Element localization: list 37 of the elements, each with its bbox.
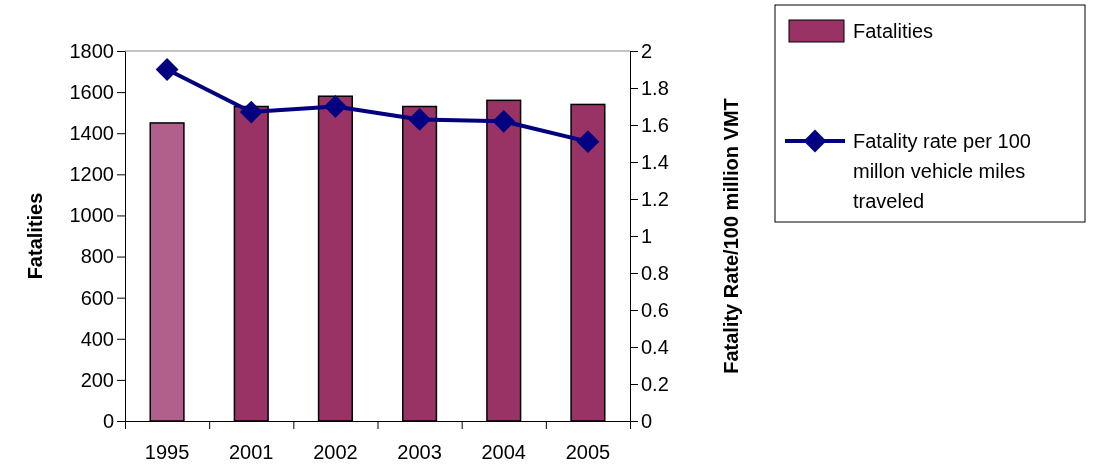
- y2-tick-label: 1.6: [641, 113, 669, 136]
- point: [576, 130, 600, 154]
- y2-tick-label: 1: [641, 224, 653, 247]
- y-tick-label: 0: [102, 409, 114, 432]
- y-tick-label: 1600: [69, 81, 114, 104]
- point: [408, 108, 431, 131]
- y-tick-label: 400: [80, 327, 114, 350]
- y-tick-label: 800: [80, 245, 114, 268]
- y2-tick-label: 0.6: [641, 298, 669, 321]
- y2-tick-label: 2: [641, 39, 653, 62]
- x-tick-label: 2005: [565, 441, 611, 463]
- x-tick-label: 2003: [397, 441, 442, 463]
- y-tick-label: 1800: [69, 39, 114, 62]
- y-tick-label: 1400: [69, 122, 114, 145]
- x-tick-label: 1995: [144, 441, 190, 463]
- y-tick-label: 1200: [69, 163, 114, 186]
- y2-tick-label: 1.4: [641, 150, 669, 173]
- y2-tick-label: 0.8: [641, 261, 669, 284]
- point: [492, 109, 516, 133]
- point: [239, 100, 263, 124]
- y2-tick-label: 0.2: [641, 372, 669, 395]
- point: [155, 58, 179, 81]
- y2-tick-label: 1.8: [641, 76, 669, 99]
- x-tick-label: 2001: [229, 441, 274, 463]
- point: [324, 95, 347, 118]
- y2-tick-label: 0: [641, 409, 653, 432]
- x-tick-label: 2002: [313, 441, 358, 463]
- legend-label: Fatality rate per 100 millon vehicle miles traveled: [853, 130, 1031, 212]
- y-axis-title: Fatalities: [24, 192, 46, 280]
- y-tick-label: 1000: [69, 204, 114, 227]
- y2-tick-label: 0.4: [641, 335, 669, 358]
- y2-axis-title: Fatality Rate/100 million VMT: [720, 98, 742, 374]
- y2-tick-label: 1.2: [641, 187, 669, 210]
- x-tick-label: 2004: [481, 441, 526, 463]
- y-tick-label: 200: [80, 368, 114, 391]
- y-tick-label: 600: [80, 286, 114, 309]
- legend-label: Fatalities: [853, 20, 934, 42]
